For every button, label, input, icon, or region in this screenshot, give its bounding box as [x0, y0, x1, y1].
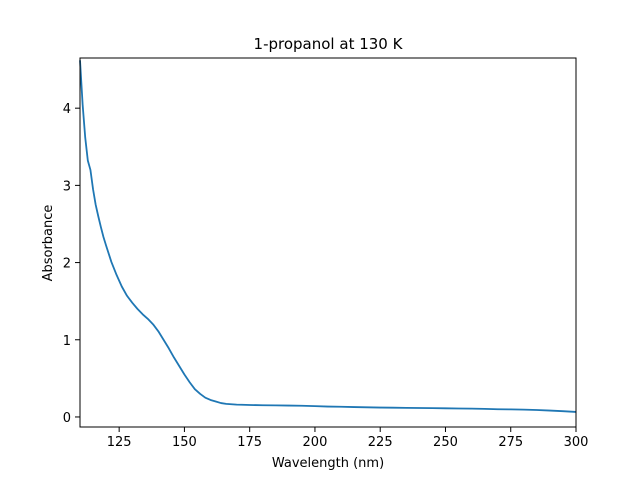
y-tick-label: 1: [63, 334, 71, 349]
x-tick-label: 275: [498, 435, 523, 450]
x-tick-label: 300: [564, 435, 589, 450]
y-axis-label: Absorbance: [41, 205, 56, 282]
x-tick-label: 125: [107, 435, 132, 450]
y-tick-label: 3: [63, 179, 71, 194]
x-tick-label: 150: [172, 435, 197, 450]
y-tick-label: 0: [63, 411, 71, 426]
x-tick-label: 175: [237, 435, 262, 450]
y-axis: 0 1 2 3 4: [63, 102, 80, 426]
x-tick-label: 250: [433, 435, 458, 450]
plot-frame: [79, 57, 577, 428]
x-axis: 125 150 175 200 225 250 275 300: [107, 427, 589, 450]
y-tick-label: 4: [63, 102, 71, 117]
chart-title: 1-propanol at 130 K: [254, 35, 404, 53]
x-tick-label: 200: [303, 435, 328, 450]
absorbance-line: [79, 60, 577, 413]
plot-area: [79, 60, 577, 413]
x-axis-label: Wavelength (nm): [272, 456, 384, 471]
x-tick-label: 225: [368, 435, 393, 450]
y-tick-label: 2: [63, 257, 71, 272]
